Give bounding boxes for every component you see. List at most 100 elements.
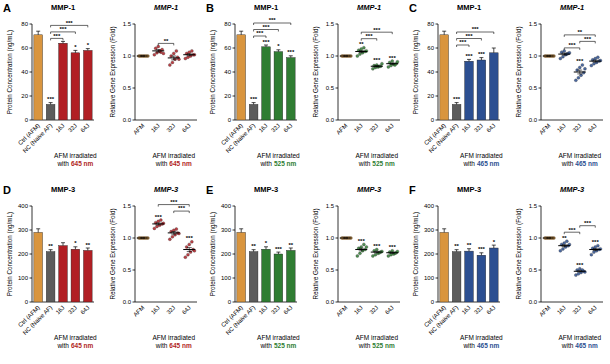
comparison-label: *** (170, 199, 178, 205)
point (153, 227, 156, 230)
error-bar (73, 247, 77, 249)
error-bar (442, 31, 446, 35)
y-tick-label: 300 (18, 227, 29, 233)
y-tick-label: 20 (224, 93, 231, 99)
x-tick-label: AFM (132, 304, 145, 317)
x-axis-label: AFM irradiated (152, 152, 195, 159)
marks (137, 219, 196, 259)
comparison-label: ** (164, 38, 169, 44)
y-tick (30, 24, 33, 25)
x-axis (135, 120, 197, 121)
x-axis-label-part: with (56, 160, 69, 167)
x-tick-label: 16J (461, 304, 472, 315)
x-axis-label: with525 nm (259, 160, 296, 167)
bar (237, 232, 246, 302)
x-axis-label: with525 nm (358, 342, 395, 349)
y-tick (336, 238, 339, 239)
chart-5: MMP-10.00.51.01.5Relative Gene Expressio… (515, 3, 603, 167)
bar (237, 35, 246, 120)
point (175, 49, 178, 52)
x-tick-label: AFM (335, 304, 348, 317)
x-axis-label: with645 nm (56, 160, 93, 167)
significance: * (74, 44, 77, 50)
chart-2: BMMP-1020406080Protein Concentration (ng… (206, 2, 300, 167)
y-tick-label: 20 (21, 93, 28, 99)
y-tick (539, 120, 542, 121)
mean-line (152, 223, 164, 224)
y-axis (135, 206, 136, 302)
y-tick-label: 100 (221, 275, 232, 281)
y-tick (436, 206, 439, 207)
comparison-label: *** (568, 42, 576, 48)
y-tick (336, 206, 339, 207)
point (577, 76, 580, 79)
y-tick-label: 0.5 (529, 85, 538, 91)
x-axis (135, 302, 197, 303)
error-bar (73, 50, 77, 52)
point (171, 235, 174, 238)
x-tick-label: 64J (587, 122, 598, 133)
error-bar (289, 56, 293, 58)
y-tick (30, 206, 33, 207)
y-axis-label: Protein Concentration (ng/mL) (209, 30, 217, 114)
bar (249, 104, 258, 120)
y-tick (336, 88, 339, 89)
significance: * (74, 240, 77, 246)
mean-line (137, 56, 149, 57)
x-axis-label: with465 nm (561, 160, 598, 167)
point (141, 55, 144, 58)
y-axis (541, 24, 542, 120)
point (153, 53, 156, 56)
x-axis-label-part: with (462, 160, 475, 167)
point (162, 52, 165, 55)
y-tick-label: 1.5 (529, 203, 538, 209)
y-tick-label: 200 (424, 251, 435, 257)
y-tick-label: 400 (18, 203, 29, 209)
comparison-label: *** (584, 36, 592, 42)
y-tick-label: 1.0 (326, 235, 335, 241)
y-tick (539, 270, 542, 271)
y-axis-label: Relative Gene Expression (Fold) (312, 27, 320, 118)
error-bar (593, 249, 598, 251)
y-tick-label: 60 (224, 45, 231, 51)
x-axis-label: AFM irradiated (54, 334, 97, 341)
error-bar (359, 51, 364, 53)
y-tick (436, 48, 439, 49)
x-axis-label: AFM irradiated (355, 152, 398, 159)
y-tick-label: 100 (18, 275, 29, 281)
mean-line (543, 238, 555, 239)
y-tick (436, 24, 439, 25)
y-tick (539, 302, 542, 303)
bar (286, 58, 295, 120)
y-tick-label: 1.5 (326, 21, 335, 27)
bar (71, 249, 80, 302)
significance: *** (186, 235, 194, 241)
y-tick-label: 1.0 (529, 53, 538, 59)
error-bar (140, 56, 145, 57)
x-tick-label: NC (Naive AF) (225, 304, 257, 336)
mean-line (371, 252, 383, 253)
significance: ** (48, 243, 53, 249)
x-tick-label: NC (Naive AF) (428, 304, 460, 336)
figure: AMMP-1020406080Protein Concentration (ng… (0, 0, 610, 364)
x-tick-label: 64J (79, 122, 90, 133)
x-axis-label: with465 nm (462, 160, 499, 167)
chart-3: MMP-10.00.51.01.5Relative Gene Expressio… (312, 3, 400, 167)
y-tick (133, 24, 136, 25)
y-tick-label: 1.5 (326, 203, 335, 209)
x-tick-label: AFM (538, 122, 551, 135)
x-tick-label: 16J (150, 304, 161, 315)
point (561, 55, 564, 58)
panel-label: D (3, 184, 11, 196)
bar (59, 246, 68, 302)
x-axis-label: AFM irradiated (257, 152, 300, 159)
y-axis-label: Relative Gene Expression (Fold) (515, 27, 523, 118)
y-tick (436, 120, 439, 121)
y-tick (539, 206, 542, 207)
mean-line (589, 249, 601, 250)
y-axis-label: Protein Concentration (ng/mL) (209, 212, 217, 296)
mean-line (386, 63, 398, 64)
y-axis-label: Relative Gene Expression (Fold) (515, 209, 523, 300)
mean-line (589, 61, 601, 62)
x-tick-label: NC (Naive AF) (225, 122, 257, 154)
